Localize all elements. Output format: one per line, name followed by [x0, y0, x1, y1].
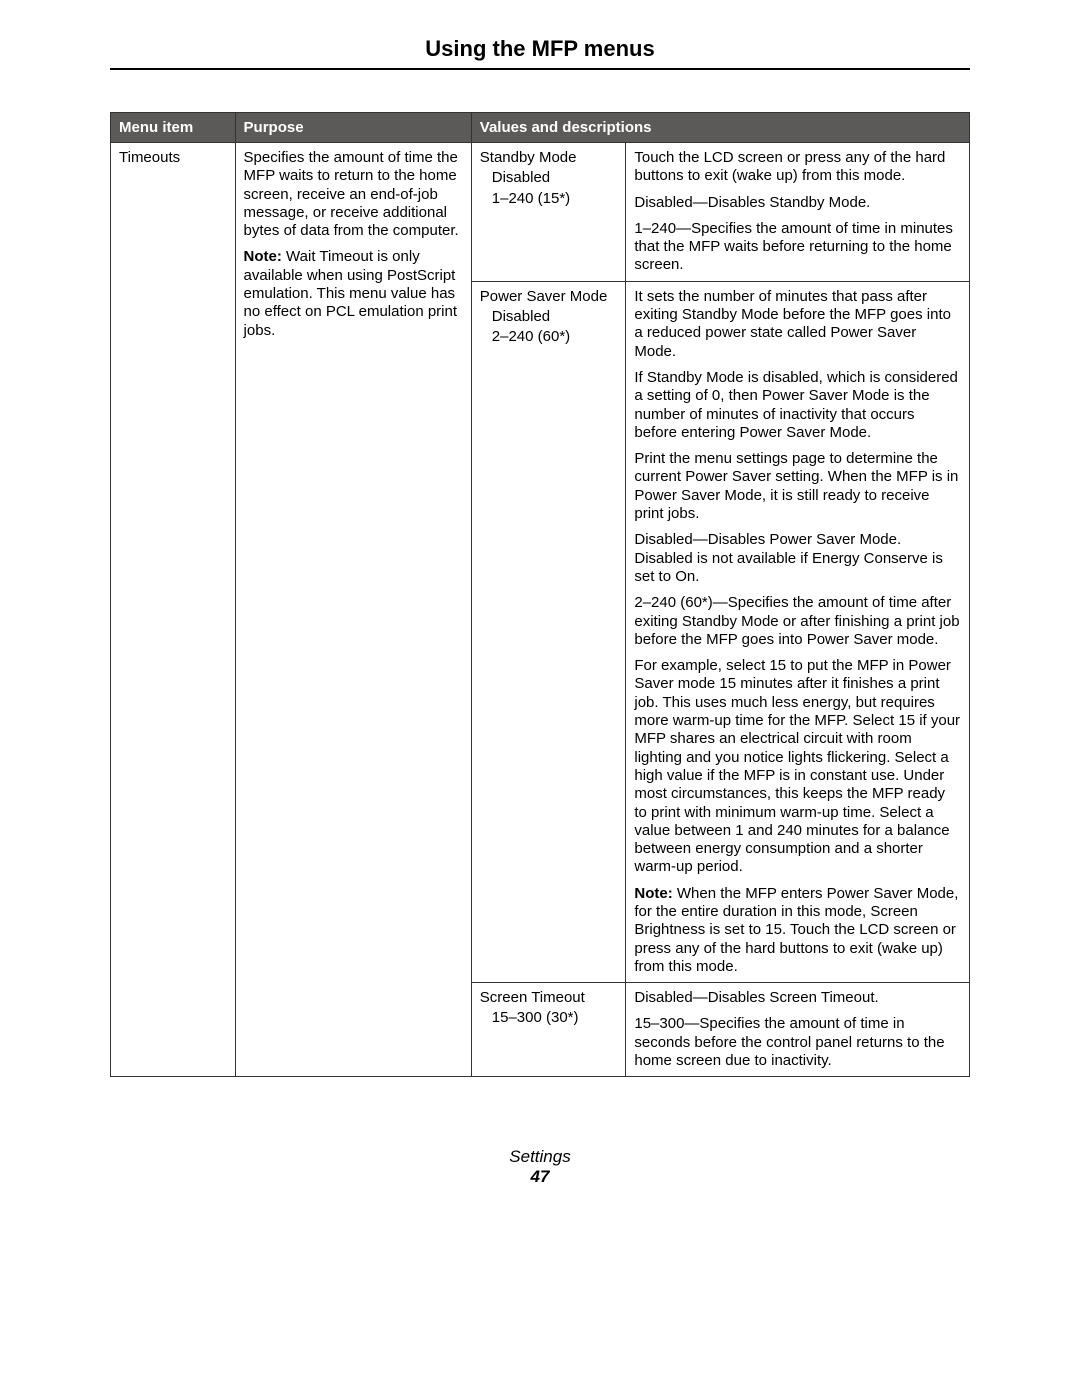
value-line: Power Saver Mode — [480, 288, 618, 306]
page-title: Using the MFP menus — [110, 36, 970, 62]
purpose-note: Note: Wait Timeout is only available whe… — [244, 248, 463, 339]
table-row: Timeouts Specifies the amount of time th… — [111, 143, 970, 282]
desc-text: Disabled—Disables Standby Mode. — [634, 194, 961, 212]
desc-text: Print the menu settings page to determin… — [634, 450, 961, 523]
desc-text: 1–240—Specifies the amount of time in mi… — [634, 220, 961, 275]
purpose-text: Specifies the amount of time the MFP wai… — [244, 149, 463, 240]
header-values: Values and descriptions — [471, 113, 969, 143]
value-line: Disabled — [480, 308, 618, 326]
cell-menu-item: Timeouts — [111, 143, 236, 1077]
cell-values: Screen Timeout 15–300 (30*) — [471, 983, 626, 1077]
cell-description: It sets the number of minutes that pass … — [626, 281, 970, 982]
cell-purpose: Specifies the amount of time the MFP wai… — [235, 143, 471, 1077]
document-page: Using the MFP menus Menu item Purpose Va… — [0, 0, 1080, 1077]
settings-table: Menu item Purpose Values and description… — [110, 112, 970, 1077]
desc-text: Touch the LCD screen or press any of the… — [634, 149, 961, 186]
footer-page-number: 47 — [0, 1167, 1080, 1187]
cell-description: Touch the LCD screen or press any of the… — [626, 143, 970, 282]
desc-text: 15–300—Specifies the amount of time in s… — [634, 1015, 961, 1070]
value-line: Screen Timeout — [480, 989, 618, 1007]
note-label: Note: — [634, 885, 672, 902]
desc-text: 2–240 (60*)—Specifies the amount of time… — [634, 594, 961, 649]
desc-text: For example, select 15 to put the MFP in… — [634, 657, 961, 877]
value-line: 2–240 (60*) — [480, 328, 618, 346]
header-menu-item: Menu item — [111, 113, 236, 143]
desc-text: It sets the number of minutes that pass … — [634, 288, 961, 361]
desc-note: Note: When the MFP enters Power Saver Mo… — [634, 885, 961, 976]
page-footer: Settings 47 — [0, 1147, 1080, 1187]
cell-values: Standby Mode Disabled 1–240 (15*) — [471, 143, 626, 282]
value-line: Disabled — [480, 169, 618, 187]
footer-section: Settings — [0, 1147, 1080, 1167]
note-label: Note: — [244, 248, 282, 265]
value-line: 15–300 (30*) — [480, 1009, 618, 1027]
header-purpose: Purpose — [235, 113, 471, 143]
value-line: Standby Mode — [480, 149, 618, 167]
cell-values: Power Saver Mode Disabled 2–240 (60*) — [471, 281, 626, 982]
table-header-row: Menu item Purpose Values and description… — [111, 113, 970, 143]
cell-description: Disabled—Disables Screen Timeout. 15–300… — [626, 983, 970, 1077]
title-rule — [110, 68, 970, 70]
desc-text: If Standby Mode is disabled, which is co… — [634, 369, 961, 442]
note-text: When the MFP enters Power Saver Mode, fo… — [634, 885, 958, 975]
desc-text: Disabled—Disables Screen Timeout. — [634, 989, 961, 1007]
value-line: 1–240 (15*) — [480, 190, 618, 208]
desc-text: Disabled—Disables Power Saver Mode. Disa… — [634, 531, 961, 586]
